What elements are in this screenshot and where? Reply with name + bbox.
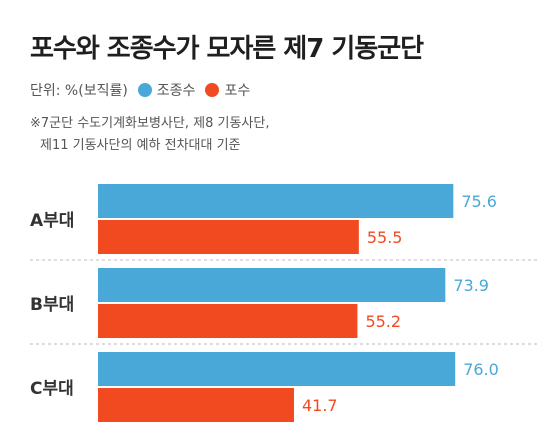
category-label: B부대 [30, 295, 74, 315]
bar-gunner [98, 220, 359, 254]
category-label: C부대 [30, 379, 74, 399]
legend: 단위: %(보직률) 조종수 포수 [30, 80, 250, 100]
bar-driver [98, 184, 454, 218]
chart-title: 포수와 조종수가 모자른 제7 기동군단 [30, 34, 424, 64]
legend-swatch-driver [137, 83, 152, 97]
value-label: 76.0 [463, 360, 499, 379]
value-label: 73.9 [453, 276, 489, 295]
value-label: 41.7 [302, 396, 338, 415]
footnote-line-1: ※7군단 수도기계화보병사단, 제8 기동사단, [30, 116, 270, 131]
bar-gunner [98, 304, 358, 338]
bar-driver [98, 268, 446, 302]
legend-swatch-gunner [205, 83, 220, 97]
value-label: 55.5 [367, 228, 403, 247]
value-label: 55.2 [365, 312, 401, 331]
footnote: ※7군단 수도기계화보병사단, 제8 기동사단, 제11 기동사단의 예하 전차… [30, 113, 269, 157]
footnote-line-2: 제11 기동사단의 예하 전차대대 기준 [40, 138, 241, 153]
category-label: A부대 [30, 211, 74, 231]
legend-label-driver: 조종수 [156, 83, 196, 99]
unit-label: 단위: %(보직률) [30, 83, 128, 99]
bar-driver [98, 352, 456, 386]
legend-label-gunner: 포수 [224, 83, 251, 99]
bar-gunner [98, 388, 294, 422]
value-label: 75.6 [461, 192, 497, 211]
